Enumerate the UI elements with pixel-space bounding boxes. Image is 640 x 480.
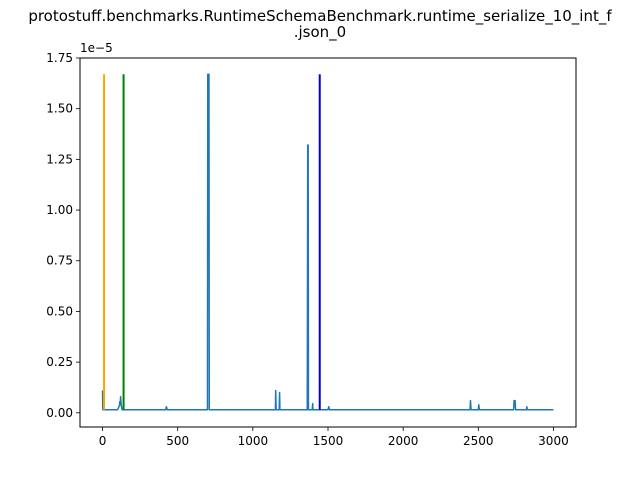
y-tick-label: 1.50: [46, 102, 73, 116]
y-tick-label: 1.25: [46, 152, 73, 166]
x-tick-label: 1000: [238, 434, 269, 448]
y-tick-label: 1.00: [46, 203, 73, 217]
plot-area: [101, 73, 554, 411]
x-tick-label: 3000: [538, 434, 569, 448]
y-tick-label: 1.75: [46, 51, 73, 65]
x-tick-label: 1500: [313, 434, 344, 448]
x-tick-label: 0: [99, 434, 107, 448]
y-tick-label: 0.50: [46, 304, 73, 318]
x-tick-label: 500: [166, 434, 189, 448]
y-tick-label: 0.75: [46, 254, 73, 268]
x-tick-label: 2000: [388, 434, 419, 448]
axes-frame: [79, 57, 577, 428]
y-tick-label: 0.00: [46, 406, 73, 420]
series-line-0: [101, 73, 554, 411]
chart-title-line1: protostuff.benchmarks.RuntimeSchemaBench…: [28, 7, 612, 26]
x-tick-label: 2500: [463, 434, 494, 448]
y-tick-label: 0.25: [46, 355, 73, 369]
x-axis: 0 500 1000 1500 2000 2500 3000: [99, 427, 569, 448]
y-axis: 0.00 0.25 0.50 0.75 1.00 1.25 1.50 1.75: [46, 51, 80, 420]
chart-title-line2: .json_0: [294, 23, 346, 42]
y-offset-label: 1e−5: [80, 41, 113, 55]
